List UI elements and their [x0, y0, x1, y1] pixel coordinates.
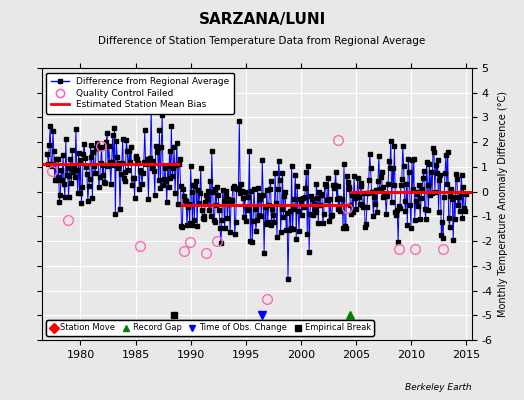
- Y-axis label: Monthly Temperature Anomaly Difference (°C): Monthly Temperature Anomaly Difference (…: [498, 91, 508, 317]
- Legend: Station Move, Record Gap, Time of Obs. Change, Empirical Break: Station Move, Record Gap, Time of Obs. C…: [46, 320, 374, 336]
- Text: Berkeley Earth: Berkeley Earth: [405, 383, 472, 392]
- Text: Difference of Station Temperature Data from Regional Average: Difference of Station Temperature Data f…: [99, 36, 425, 46]
- Text: SARZANA/LUNI: SARZANA/LUNI: [199, 12, 325, 27]
